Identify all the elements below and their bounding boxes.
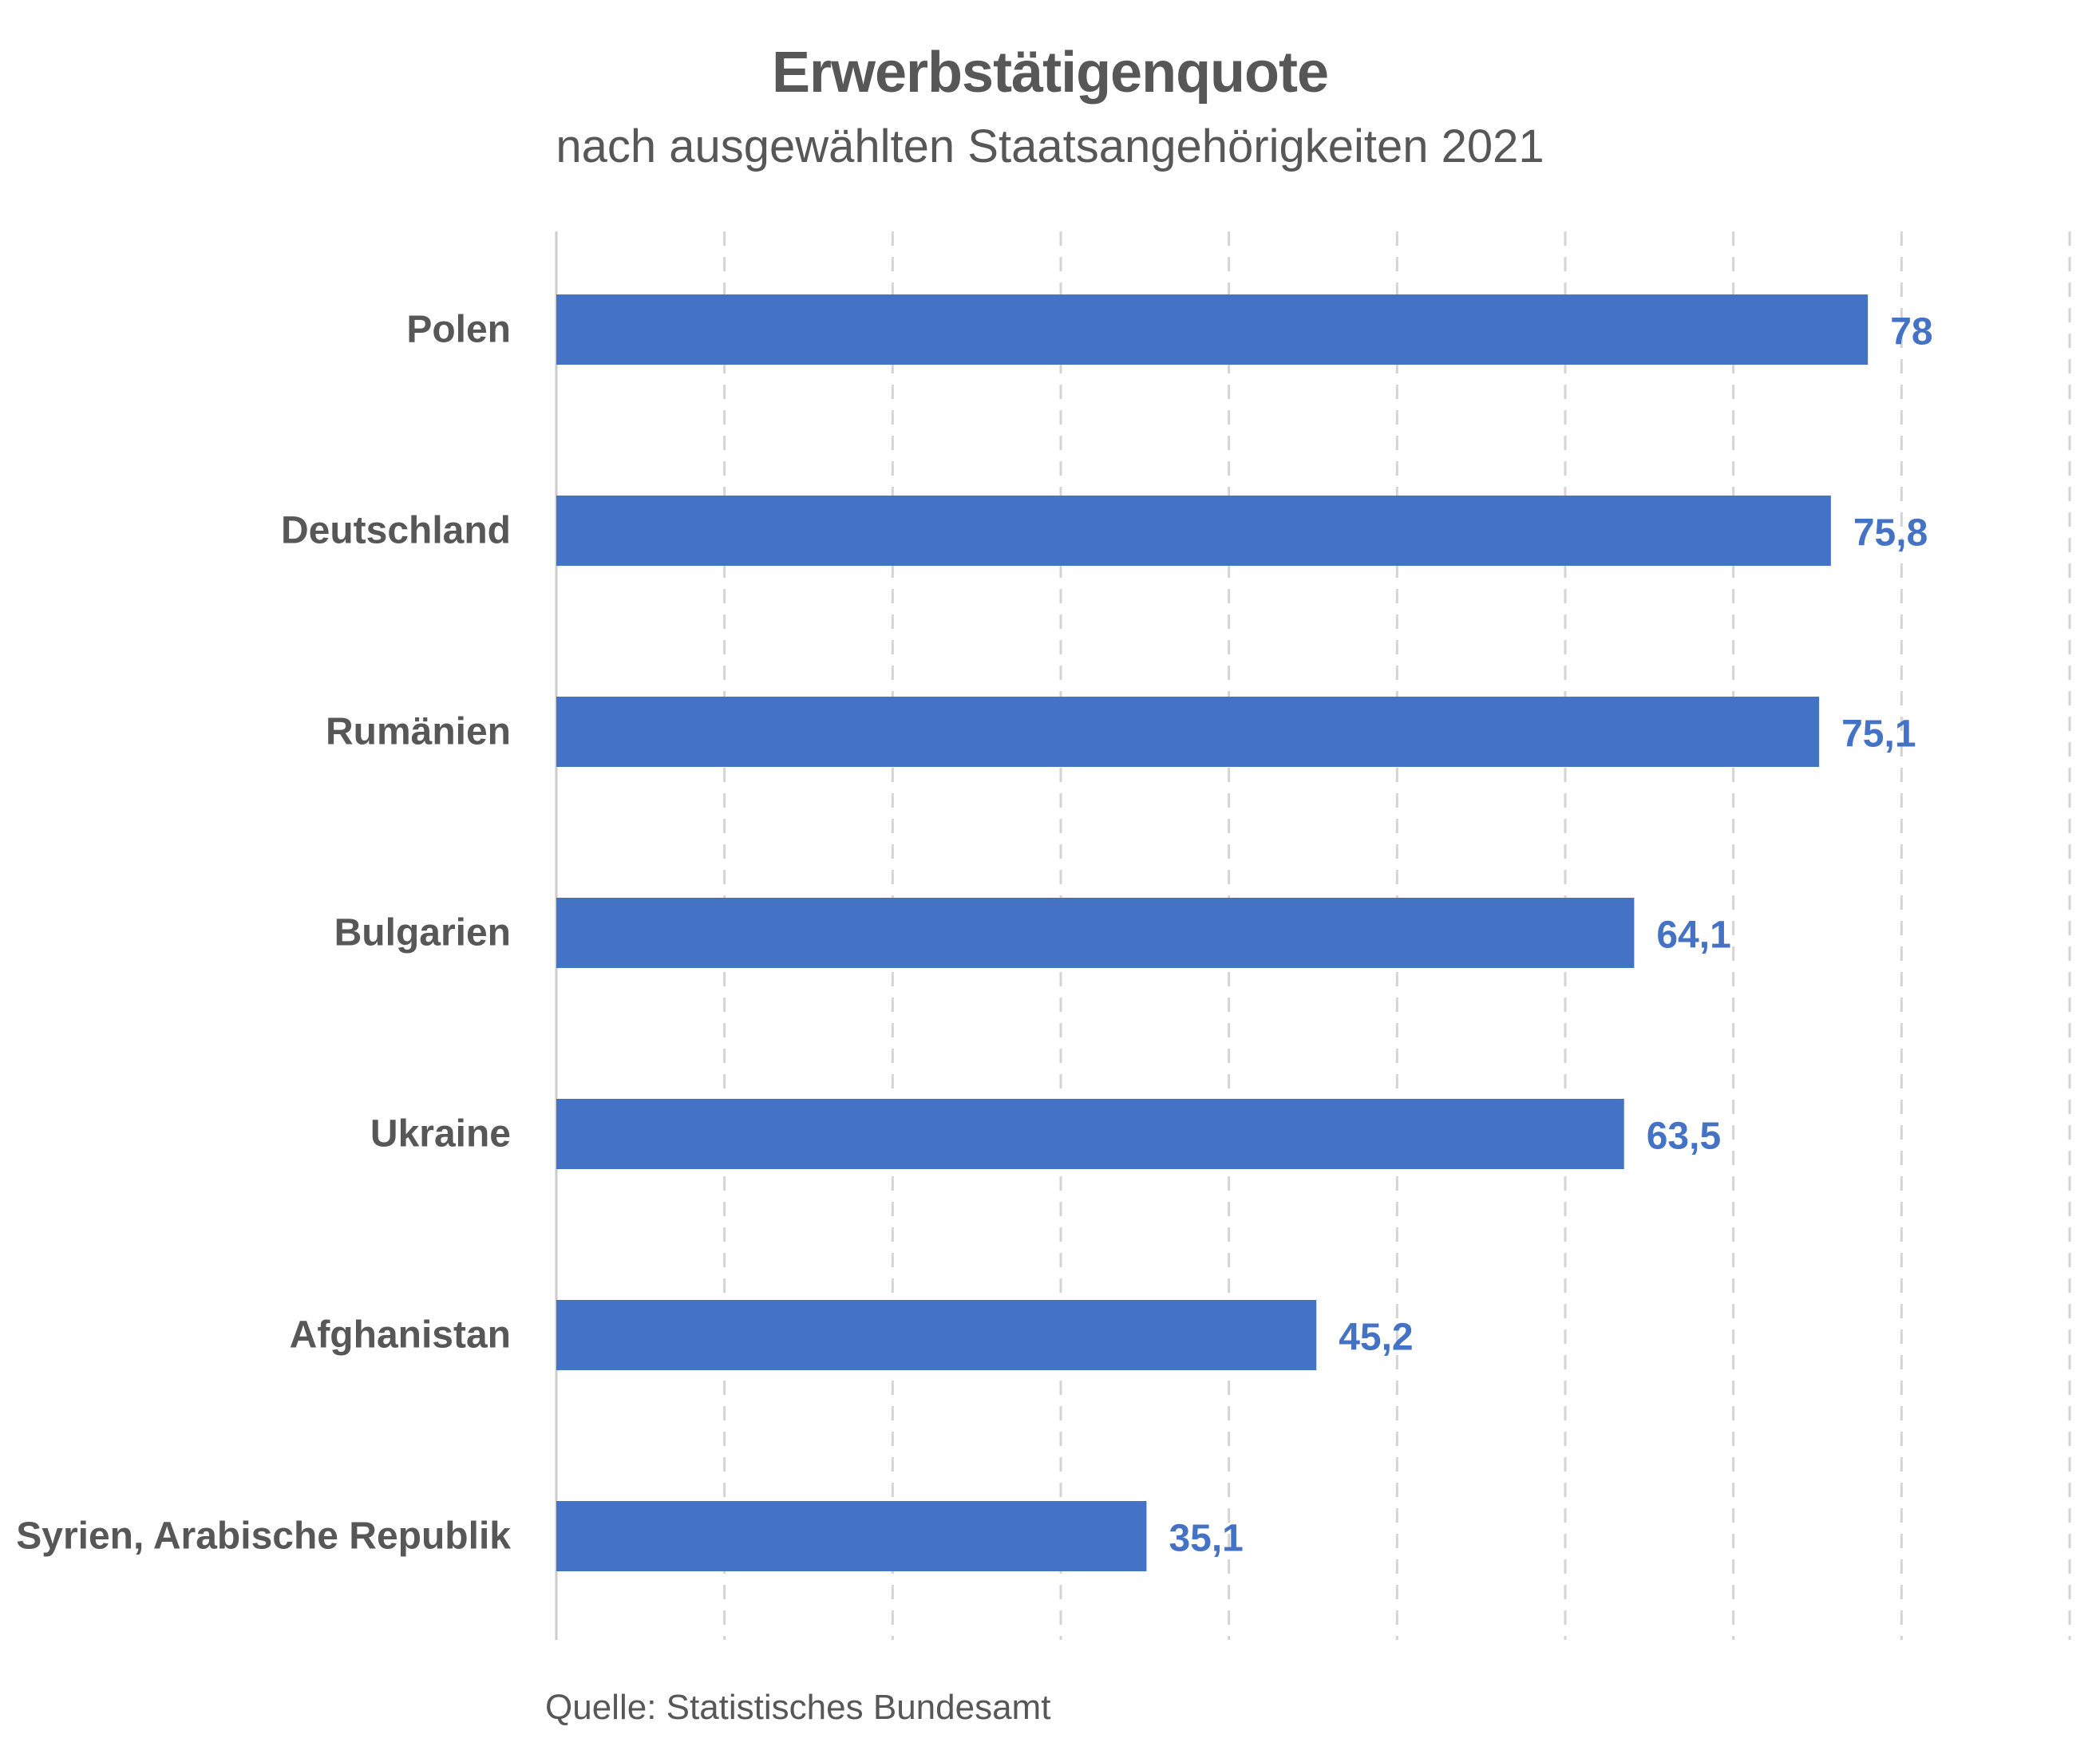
bars [556, 294, 1869, 1571]
category-label: Syrien, Arabische Republik [16, 1515, 511, 1558]
bar [556, 1501, 1147, 1571]
category-labels: Polen Deutschland Rumänien Bulgarien Ukraine… [16, 309, 511, 1558]
data-label: 75,1 [1841, 713, 1916, 756]
chart-title: Erwerbstätigenquote [771, 41, 1329, 105]
source-note: Quelle: Statistisches Bundesamt [545, 1688, 1051, 1727]
bar [556, 1099, 1624, 1169]
category-label: Polen [406, 309, 511, 351]
bar [556, 898, 1635, 968]
data-label: 45,2 [1339, 1317, 1413, 1359]
bar [556, 294, 1869, 365]
data-label: 35,1 [1169, 1518, 1243, 1560]
bar [556, 496, 1831, 566]
data-label: 78 [1890, 311, 1932, 354]
category-label: Afghanistan [290, 1314, 511, 1357]
data-label: 63,5 [1647, 1116, 1721, 1158]
chart-subtitle: nach ausgewählten Staatsangehörigkeiten … [556, 120, 1544, 172]
value-labels: 78 75,8 75,1 64,1 63,5 45,2 35,1 [1169, 311, 1932, 1560]
category-label: Rumänien [326, 711, 511, 753]
bar [556, 1300, 1317, 1370]
data-label: 64,1 [1656, 915, 1730, 957]
bar [556, 697, 1820, 767]
data-label: 75,8 [1853, 512, 1928, 555]
category-label: Ukraine [370, 1113, 511, 1156]
category-label: Deutschland [281, 510, 511, 552]
category-label: Bulgarien [334, 912, 511, 954]
